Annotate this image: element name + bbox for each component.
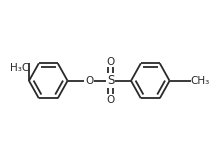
Text: O: O [106,95,115,105]
Text: O: O [85,76,93,86]
Text: CH₃: CH₃ [191,76,210,86]
Text: S: S [107,74,114,87]
Text: H₃C: H₃C [10,63,29,73]
Text: O: O [106,57,115,67]
